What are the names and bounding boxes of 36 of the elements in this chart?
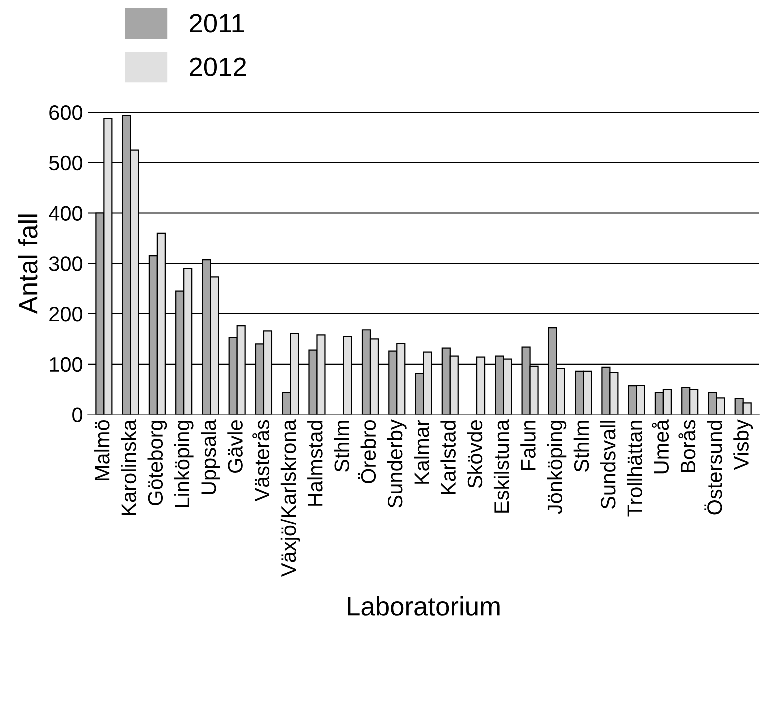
x-tick-label: Falun bbox=[520, 420, 536, 470]
y-tick-label: 600 bbox=[50, 105, 83, 120]
x-tick-label: Sunderby bbox=[387, 420, 407, 508]
y-tick-label: 100 bbox=[50, 357, 83, 372]
x-tick-label: Västerås bbox=[252, 420, 270, 502]
x-tick-label: Trollhättan bbox=[627, 420, 642, 517]
x-tick-label: Uppsala bbox=[201, 420, 220, 494]
x-tick-label: Eskilstuna bbox=[494, 420, 510, 513]
x-tick-label: Örebro bbox=[358, 420, 376, 484]
x-tick-label: Kalmar bbox=[414, 420, 430, 484]
x-tick-label: Linköping bbox=[174, 420, 194, 508]
y-axis-title: Antal fall bbox=[18, 214, 38, 314]
x-tick-label: Visby bbox=[734, 420, 754, 470]
x-tick-label: Sthlm bbox=[334, 421, 350, 472]
x-tick-label: Borås bbox=[678, 420, 696, 472]
x-tick-label: Gävle bbox=[228, 420, 243, 474]
x-tick-label: Göteborg bbox=[148, 420, 168, 506]
y-tick-label: 400 bbox=[49, 206, 83, 221]
x-tick-label: Växjö/Karlskrona bbox=[280, 420, 300, 578]
x-tick-label: Malmö bbox=[94, 420, 110, 480]
y-tick-label: 200 bbox=[50, 307, 83, 322]
y-tick-label: 300 bbox=[49, 256, 83, 272]
x-axis-title: Laboratorium bbox=[348, 596, 500, 616]
x-tick-label: Karolinska bbox=[121, 420, 136, 516]
x-tick-label: Umeå bbox=[652, 420, 670, 474]
legend-label: 2011 bbox=[190, 14, 244, 33]
x-tick-label: Skövde bbox=[467, 420, 483, 488]
y-tick-label: 0 bbox=[72, 408, 83, 423]
x-tick-label: Sundsvall bbox=[600, 421, 616, 510]
y-tick-label: 500 bbox=[49, 156, 83, 171]
x-tick-label: Jönköping bbox=[547, 420, 567, 514]
x-tick-label: Östersund bbox=[704, 420, 722, 515]
x-tick-label: Sthlm bbox=[574, 421, 590, 472]
x-tick-label: Halmstad bbox=[308, 420, 323, 506]
x-tick-label: Karlstad bbox=[440, 420, 456, 494]
legend-label: 2012 bbox=[190, 58, 246, 76]
